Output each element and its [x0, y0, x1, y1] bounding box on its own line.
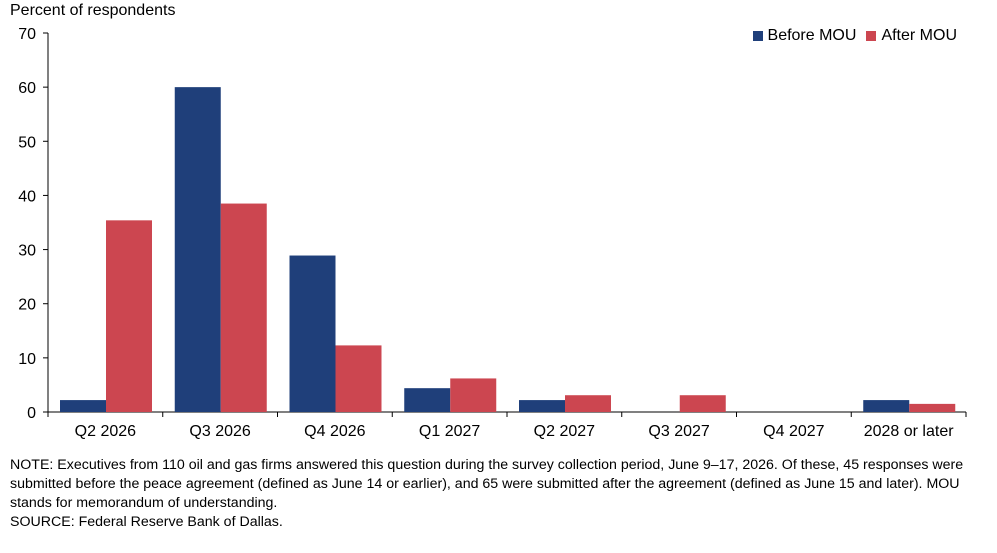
- bar-after-mou: [106, 220, 152, 412]
- note-text: NOTE: Executives from 110 oil and gas fi…: [10, 457, 964, 511]
- bar-after-mou: [565, 395, 611, 412]
- y-tick-label: 0: [27, 405, 36, 422]
- y-tick-label: 20: [18, 297, 36, 314]
- y-tick-label: 10: [18, 351, 36, 368]
- bar-after-mou: [679, 395, 726, 412]
- bar-before-mou: [404, 388, 451, 412]
- bar-after-mou: [909, 403, 956, 412]
- y-tick-label: 40: [18, 188, 36, 205]
- x-tick-label: Q3 2027: [648, 423, 709, 440]
- x-tick-label: 2028 or later: [864, 423, 955, 440]
- chart-legend: Before MOU After MOU: [752, 27, 957, 45]
- bar-after-mou: [220, 203, 267, 412]
- bar-before-mou: [863, 400, 910, 412]
- bar-after-mou: [335, 345, 382, 412]
- bar-before-mou: [519, 400, 565, 412]
- source-text: SOURCE: Federal Reserve Bank of Dallas.: [10, 514, 283, 530]
- y-tick-label: 50: [18, 134, 36, 151]
- legend-label-before: Before MOU: [767, 27, 857, 44]
- bar-before-mou: [60, 400, 106, 412]
- bar-before-mou: [289, 255, 336, 412]
- x-tick-label: Q2 2027: [534, 423, 595, 440]
- bar-before-mou: [174, 87, 221, 413]
- x-tick-label: Q1 2027: [419, 423, 480, 440]
- legend-item-after: After MOU: [866, 27, 957, 45]
- legend-label-after: After MOU: [881, 27, 957, 44]
- legend-swatch-before: [752, 31, 763, 41]
- legend-item-before: Before MOU: [752, 27, 857, 45]
- x-tick-label: Q2 2026: [75, 423, 136, 440]
- chart-notes: NOTE: Executives from 110 oil and gas fi…: [10, 456, 990, 532]
- y-tick-label: 70: [18, 26, 36, 43]
- x-tick-label: Q4 2026: [304, 423, 365, 440]
- y-axis-title: Percent of respondents: [10, 2, 176, 19]
- legend-swatch-after: [866, 31, 877, 41]
- x-tick-label: Q3 2026: [189, 423, 250, 440]
- x-tick-label: Q4 2027: [763, 423, 824, 440]
- y-tick-label: 60: [18, 80, 36, 97]
- bar-chart: 0 10 20 30 40 50 60 70 Q2 2026 Q3 2026 Q4 2026 Q1 2…: [18, 26, 967, 440]
- y-tick-label: 30: [18, 243, 36, 260]
- bar-after-mou: [450, 378, 497, 412]
